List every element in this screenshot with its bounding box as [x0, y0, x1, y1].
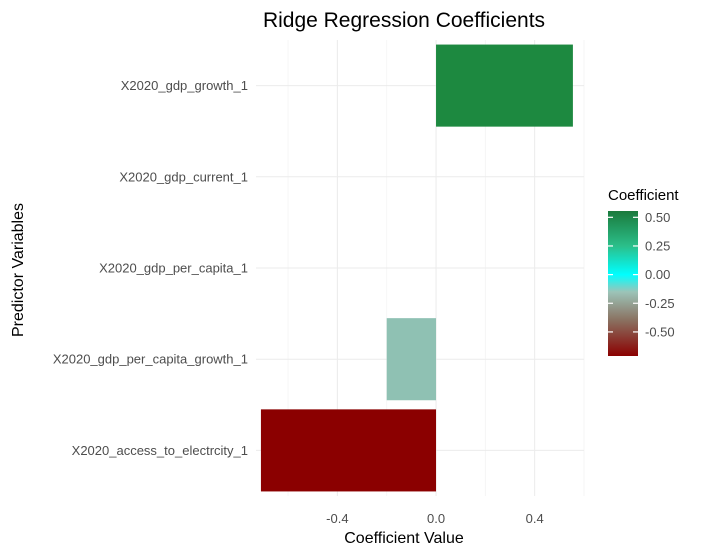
legend-colorbar — [608, 211, 638, 356]
y-tick-labels: X2020_access_to_electrcity_1 X2020_gdp_pe… — [53, 78, 248, 458]
y-tick-label: X2020_gdp_per_capita_growth_1 — [53, 352, 248, 367]
bar — [260, 409, 437, 492]
legend-tick-label: 0.25 — [645, 238, 670, 253]
chart-title: Ridge Regression Coefficients — [263, 9, 545, 32]
y-tick-label: X2020_gdp_growth_1 — [121, 78, 248, 93]
legend-title: Coefficient — [608, 187, 679, 204]
bar — [386, 318, 437, 401]
legend-tick-label: 0.00 — [645, 267, 670, 282]
y-tick-label: X2020_gdp_per_capita_1 — [99, 261, 248, 276]
x-tick-label: -0.4 — [326, 511, 348, 526]
y-tick-label: X2020_gdp_current_1 — [119, 169, 248, 184]
legend-tick-label: -0.25 — [645, 296, 675, 311]
x-tick-label: 0.0 — [427, 511, 445, 526]
legend-tick-label: 0.50 — [645, 210, 670, 225]
x-tick-labels: -0.4 0.0 0.4 — [326, 511, 544, 526]
legend-ticks: 0.50 0.25 0.00 -0.25 -0.50 — [608, 210, 675, 339]
legend-tick-label: -0.50 — [645, 324, 675, 339]
legend: Coefficient 0.50 0.25 0.00 -0.25 -0.50 — [608, 187, 679, 356]
x-tick-label: 0.4 — [526, 511, 544, 526]
bar — [436, 44, 573, 127]
y-tick-label: X2020_access_to_electrcity_1 — [72, 443, 248, 458]
bars — [260, 44, 573, 492]
y-axis-title: Predictor Variables — [10, 203, 27, 337]
x-axis-title: Coefficient Value — [344, 530, 464, 547]
